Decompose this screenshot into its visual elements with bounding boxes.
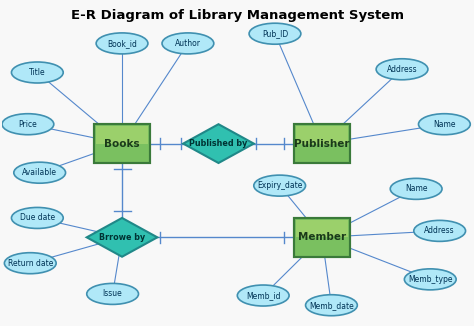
Text: Brrowe by: Brrowe by bbox=[99, 233, 145, 242]
Text: Address: Address bbox=[387, 65, 417, 74]
Text: Due date: Due date bbox=[20, 214, 55, 222]
Ellipse shape bbox=[2, 114, 54, 135]
FancyBboxPatch shape bbox=[94, 124, 150, 163]
Ellipse shape bbox=[376, 59, 428, 80]
Text: Book_id: Book_id bbox=[107, 39, 137, 48]
Text: Published by: Published by bbox=[189, 139, 248, 148]
Text: Member: Member bbox=[298, 232, 346, 242]
Ellipse shape bbox=[390, 178, 442, 200]
Text: Pub_ID: Pub_ID bbox=[262, 29, 288, 38]
Text: Author: Author bbox=[175, 39, 201, 48]
Ellipse shape bbox=[237, 285, 289, 306]
Text: Name: Name bbox=[433, 120, 456, 129]
Text: Available: Available bbox=[22, 168, 57, 177]
Ellipse shape bbox=[87, 283, 138, 304]
Text: Memb_date: Memb_date bbox=[309, 301, 354, 310]
Ellipse shape bbox=[414, 220, 465, 241]
Text: Price: Price bbox=[18, 120, 37, 129]
Ellipse shape bbox=[254, 175, 306, 196]
Text: Issue: Issue bbox=[103, 289, 122, 298]
Ellipse shape bbox=[4, 253, 56, 274]
Ellipse shape bbox=[11, 62, 63, 83]
FancyBboxPatch shape bbox=[296, 220, 348, 237]
FancyBboxPatch shape bbox=[296, 126, 348, 144]
Text: Name: Name bbox=[405, 185, 428, 193]
FancyBboxPatch shape bbox=[294, 124, 350, 163]
Ellipse shape bbox=[419, 114, 470, 135]
Text: Title: Title bbox=[29, 68, 46, 77]
Text: Address: Address bbox=[424, 226, 455, 235]
Ellipse shape bbox=[306, 295, 357, 316]
Text: Memb_id: Memb_id bbox=[246, 291, 281, 300]
Ellipse shape bbox=[162, 33, 214, 54]
Text: Books: Books bbox=[104, 139, 140, 149]
Polygon shape bbox=[183, 124, 254, 163]
Ellipse shape bbox=[96, 33, 148, 54]
Text: Memb_type: Memb_type bbox=[408, 275, 453, 284]
Ellipse shape bbox=[11, 207, 63, 229]
Polygon shape bbox=[87, 218, 157, 257]
Ellipse shape bbox=[249, 23, 301, 44]
FancyBboxPatch shape bbox=[96, 126, 148, 144]
Text: E-R Diagram of Library Management System: E-R Diagram of Library Management System bbox=[71, 9, 404, 22]
Text: Publisher: Publisher bbox=[294, 139, 350, 149]
Text: Expiry_date: Expiry_date bbox=[257, 181, 302, 190]
Text: Return date: Return date bbox=[8, 259, 53, 268]
Ellipse shape bbox=[404, 269, 456, 290]
Ellipse shape bbox=[14, 162, 65, 183]
FancyBboxPatch shape bbox=[294, 218, 350, 257]
